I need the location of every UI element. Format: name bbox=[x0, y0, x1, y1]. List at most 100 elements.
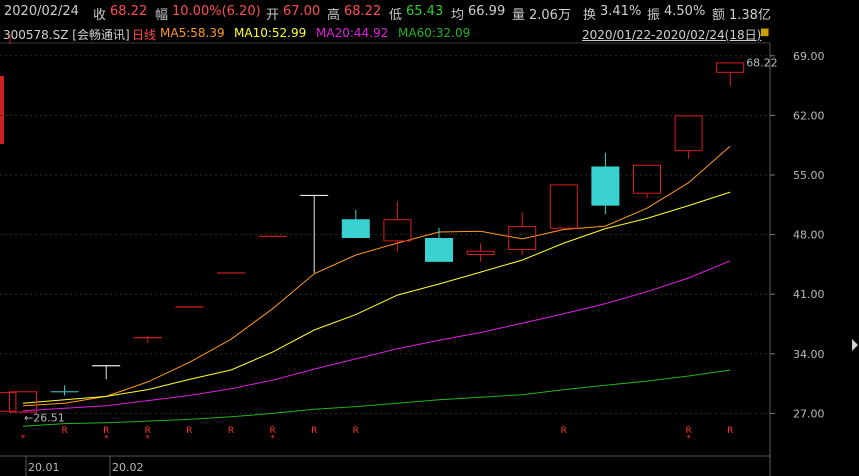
last-price-label: 68.22 bbox=[746, 56, 778, 69]
high-value: 68.22 bbox=[344, 4, 382, 19]
candle-body bbox=[466, 250, 495, 256]
low-label: 低 bbox=[389, 8, 403, 23]
candle-body bbox=[341, 219, 370, 239]
turnover-value: 3.41% bbox=[600, 4, 642, 19]
y-tick-label: 55.00 bbox=[793, 169, 825, 182]
candles[interactable] bbox=[0, 62, 745, 413]
y-tick-label: 34.00 bbox=[793, 348, 825, 361]
scroll-right-arrow-icon[interactable] bbox=[851, 338, 859, 352]
r-marker: R bbox=[311, 426, 317, 436]
open-label: 开 bbox=[266, 8, 280, 23]
candle-body bbox=[508, 226, 537, 250]
low-price-label: ←26.51 bbox=[24, 412, 65, 425]
y-tick-label: 69.00 bbox=[793, 50, 825, 63]
open-value: 67.00 bbox=[283, 4, 321, 19]
volume-value: 2.06万 bbox=[529, 8, 571, 23]
star-marker: * bbox=[104, 434, 109, 444]
candle-body bbox=[591, 166, 620, 206]
amount-label: 额 bbox=[712, 8, 726, 23]
candle bbox=[92, 365, 121, 380]
avg-value: 66.99 bbox=[468, 4, 506, 19]
close-label: 收 bbox=[93, 8, 107, 23]
price-annotations: 68.22 ←26.51 bbox=[24, 56, 778, 424]
range-value: 10.00%(6.20) bbox=[172, 4, 261, 19]
candle bbox=[716, 62, 745, 87]
r-marker: R bbox=[561, 426, 567, 436]
quote-bar: 2020/02/24 收 68.22 幅 10.00%(6.20) 开 67.0… bbox=[0, 0, 859, 24]
amplitude-label: 振 bbox=[647, 8, 661, 23]
ma60-line bbox=[22, 369, 731, 427]
ma10-line bbox=[22, 191, 731, 404]
amplitude-value: 4.50% bbox=[664, 4, 706, 19]
candle bbox=[50, 385, 79, 396]
x-tick-label: 20.02 bbox=[112, 461, 144, 474]
ma10-value: MA10:52.99 bbox=[234, 26, 307, 40]
candle bbox=[133, 335, 162, 343]
r-marker: R bbox=[353, 426, 359, 436]
ma60-value: MA60:32.09 bbox=[398, 26, 471, 40]
r-marker: R bbox=[61, 426, 67, 436]
ma5-line bbox=[22, 145, 731, 407]
volume-label: 量 bbox=[512, 8, 526, 23]
candle-body bbox=[0, 392, 17, 412]
r-marker: R bbox=[186, 426, 192, 436]
date-range[interactable]: 2020/01/22-2020/02/24(18日) bbox=[582, 28, 762, 42]
date-axis: 20.01 20.02 bbox=[25, 456, 144, 476]
y-tick-label: 48.00 bbox=[793, 229, 825, 242]
candle bbox=[341, 209, 370, 239]
candle bbox=[300, 194, 329, 273]
r-marker: R bbox=[145, 426, 151, 436]
candle-body bbox=[674, 115, 703, 152]
y-tick-label: 62.00 bbox=[793, 109, 825, 122]
ma20-line bbox=[22, 260, 731, 412]
candle bbox=[549, 184, 578, 229]
amount-value: 1.38亿 bbox=[729, 8, 771, 23]
r-marker: R bbox=[727, 426, 733, 436]
ma20-value: MA20:44.92 bbox=[316, 26, 389, 40]
period-label[interactable]: 日线 bbox=[132, 28, 157, 42]
close-value: 68.22 bbox=[110, 4, 148, 19]
r-marker: R bbox=[228, 426, 234, 436]
candle bbox=[508, 212, 537, 256]
star-marker: * bbox=[270, 434, 275, 444]
r-marker: R bbox=[103, 426, 109, 436]
candle bbox=[425, 227, 453, 262]
y-tick-label: 27.00 bbox=[793, 407, 825, 420]
candle-body bbox=[716, 62, 745, 73]
low-value: 65.43 bbox=[406, 4, 444, 19]
moving-average-lines bbox=[22, 145, 731, 427]
range-label: 幅 bbox=[155, 8, 169, 23]
grid-lines bbox=[0, 55, 770, 414]
candle-body bbox=[50, 391, 79, 393]
avg-label: 均 bbox=[451, 8, 465, 23]
y-tick-label: 41.00 bbox=[793, 288, 825, 301]
candle-body bbox=[549, 184, 578, 229]
indicator-bar: 300578.SZ [会畅通讯] 日线 MA5:58.39 MA10:52.99… bbox=[0, 24, 859, 42]
star-marker: * bbox=[21, 434, 26, 444]
plot-background bbox=[0, 42, 770, 456]
prev-candle bbox=[0, 392, 17, 412]
star-marker: * bbox=[686, 434, 691, 444]
candle bbox=[9, 391, 37, 413]
candle-body bbox=[633, 164, 661, 194]
candle bbox=[633, 164, 661, 198]
ma5-value: MA5:58.39 bbox=[160, 26, 225, 40]
candle-body bbox=[9, 391, 37, 413]
turnover-label: 换 bbox=[583, 8, 597, 23]
candle bbox=[674, 115, 703, 159]
stock-symbol: 300578.SZ [会畅通讯] bbox=[3, 28, 130, 42]
high-label: 高 bbox=[327, 8, 341, 23]
x-tick-label: 20.01 bbox=[28, 461, 60, 474]
quote-date: 2020/02/24 bbox=[4, 4, 79, 19]
left-edge-tick bbox=[0, 76, 4, 144]
r-marker: R bbox=[269, 426, 275, 436]
candle-body bbox=[425, 238, 453, 262]
lock-icon: ■ bbox=[760, 27, 770, 38]
candle-body bbox=[383, 219, 412, 242]
event-markers: *R R*R*R R R*R R R R*R bbox=[21, 426, 734, 444]
star-marker: * bbox=[146, 434, 151, 444]
candle bbox=[591, 152, 620, 215]
candle bbox=[383, 201, 412, 252]
price-axis: 69.00 62.00 55.00 48.00 41.00 34.00 27.00 bbox=[770, 50, 825, 420]
